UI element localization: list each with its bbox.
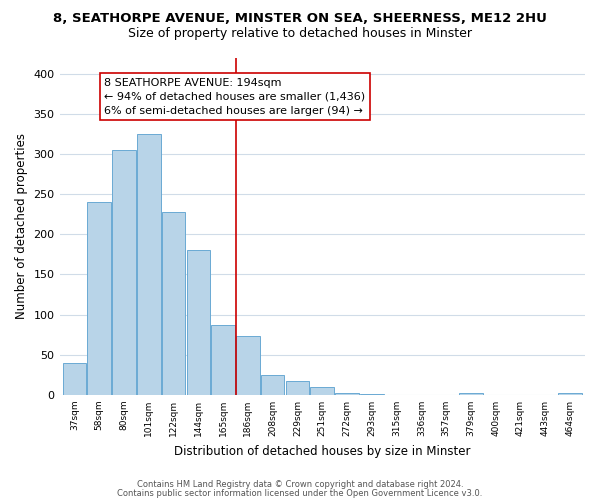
Bar <box>261 375 284 395</box>
Bar <box>335 394 359 395</box>
Text: Contains public sector information licensed under the Open Government Licence v3: Contains public sector information licen… <box>118 489 482 498</box>
Bar <box>88 202 111 395</box>
Bar <box>62 363 86 395</box>
Bar <box>187 250 210 395</box>
Text: Size of property relative to detached houses in Minster: Size of property relative to detached ho… <box>128 28 472 40</box>
Bar <box>286 382 309 395</box>
X-axis label: Distribution of detached houses by size in Minster: Distribution of detached houses by size … <box>174 444 470 458</box>
Text: Contains HM Land Registry data © Crown copyright and database right 2024.: Contains HM Land Registry data © Crown c… <box>137 480 463 489</box>
Bar <box>112 150 136 395</box>
Bar <box>559 394 582 395</box>
Text: 8 SEATHORPE AVENUE: 194sqm
← 94% of detached houses are smaller (1,436)
6% of se: 8 SEATHORPE AVENUE: 194sqm ← 94% of deta… <box>104 78 365 116</box>
Bar <box>310 387 334 395</box>
Bar <box>236 336 260 395</box>
Bar <box>137 134 161 395</box>
Bar <box>360 394 383 395</box>
Y-axis label: Number of detached properties: Number of detached properties <box>15 133 28 319</box>
Bar <box>211 325 235 395</box>
Bar <box>459 394 483 395</box>
Text: 8, SEATHORPE AVENUE, MINSTER ON SEA, SHEERNESS, ME12 2HU: 8, SEATHORPE AVENUE, MINSTER ON SEA, SHE… <box>53 12 547 26</box>
Bar <box>162 212 185 395</box>
